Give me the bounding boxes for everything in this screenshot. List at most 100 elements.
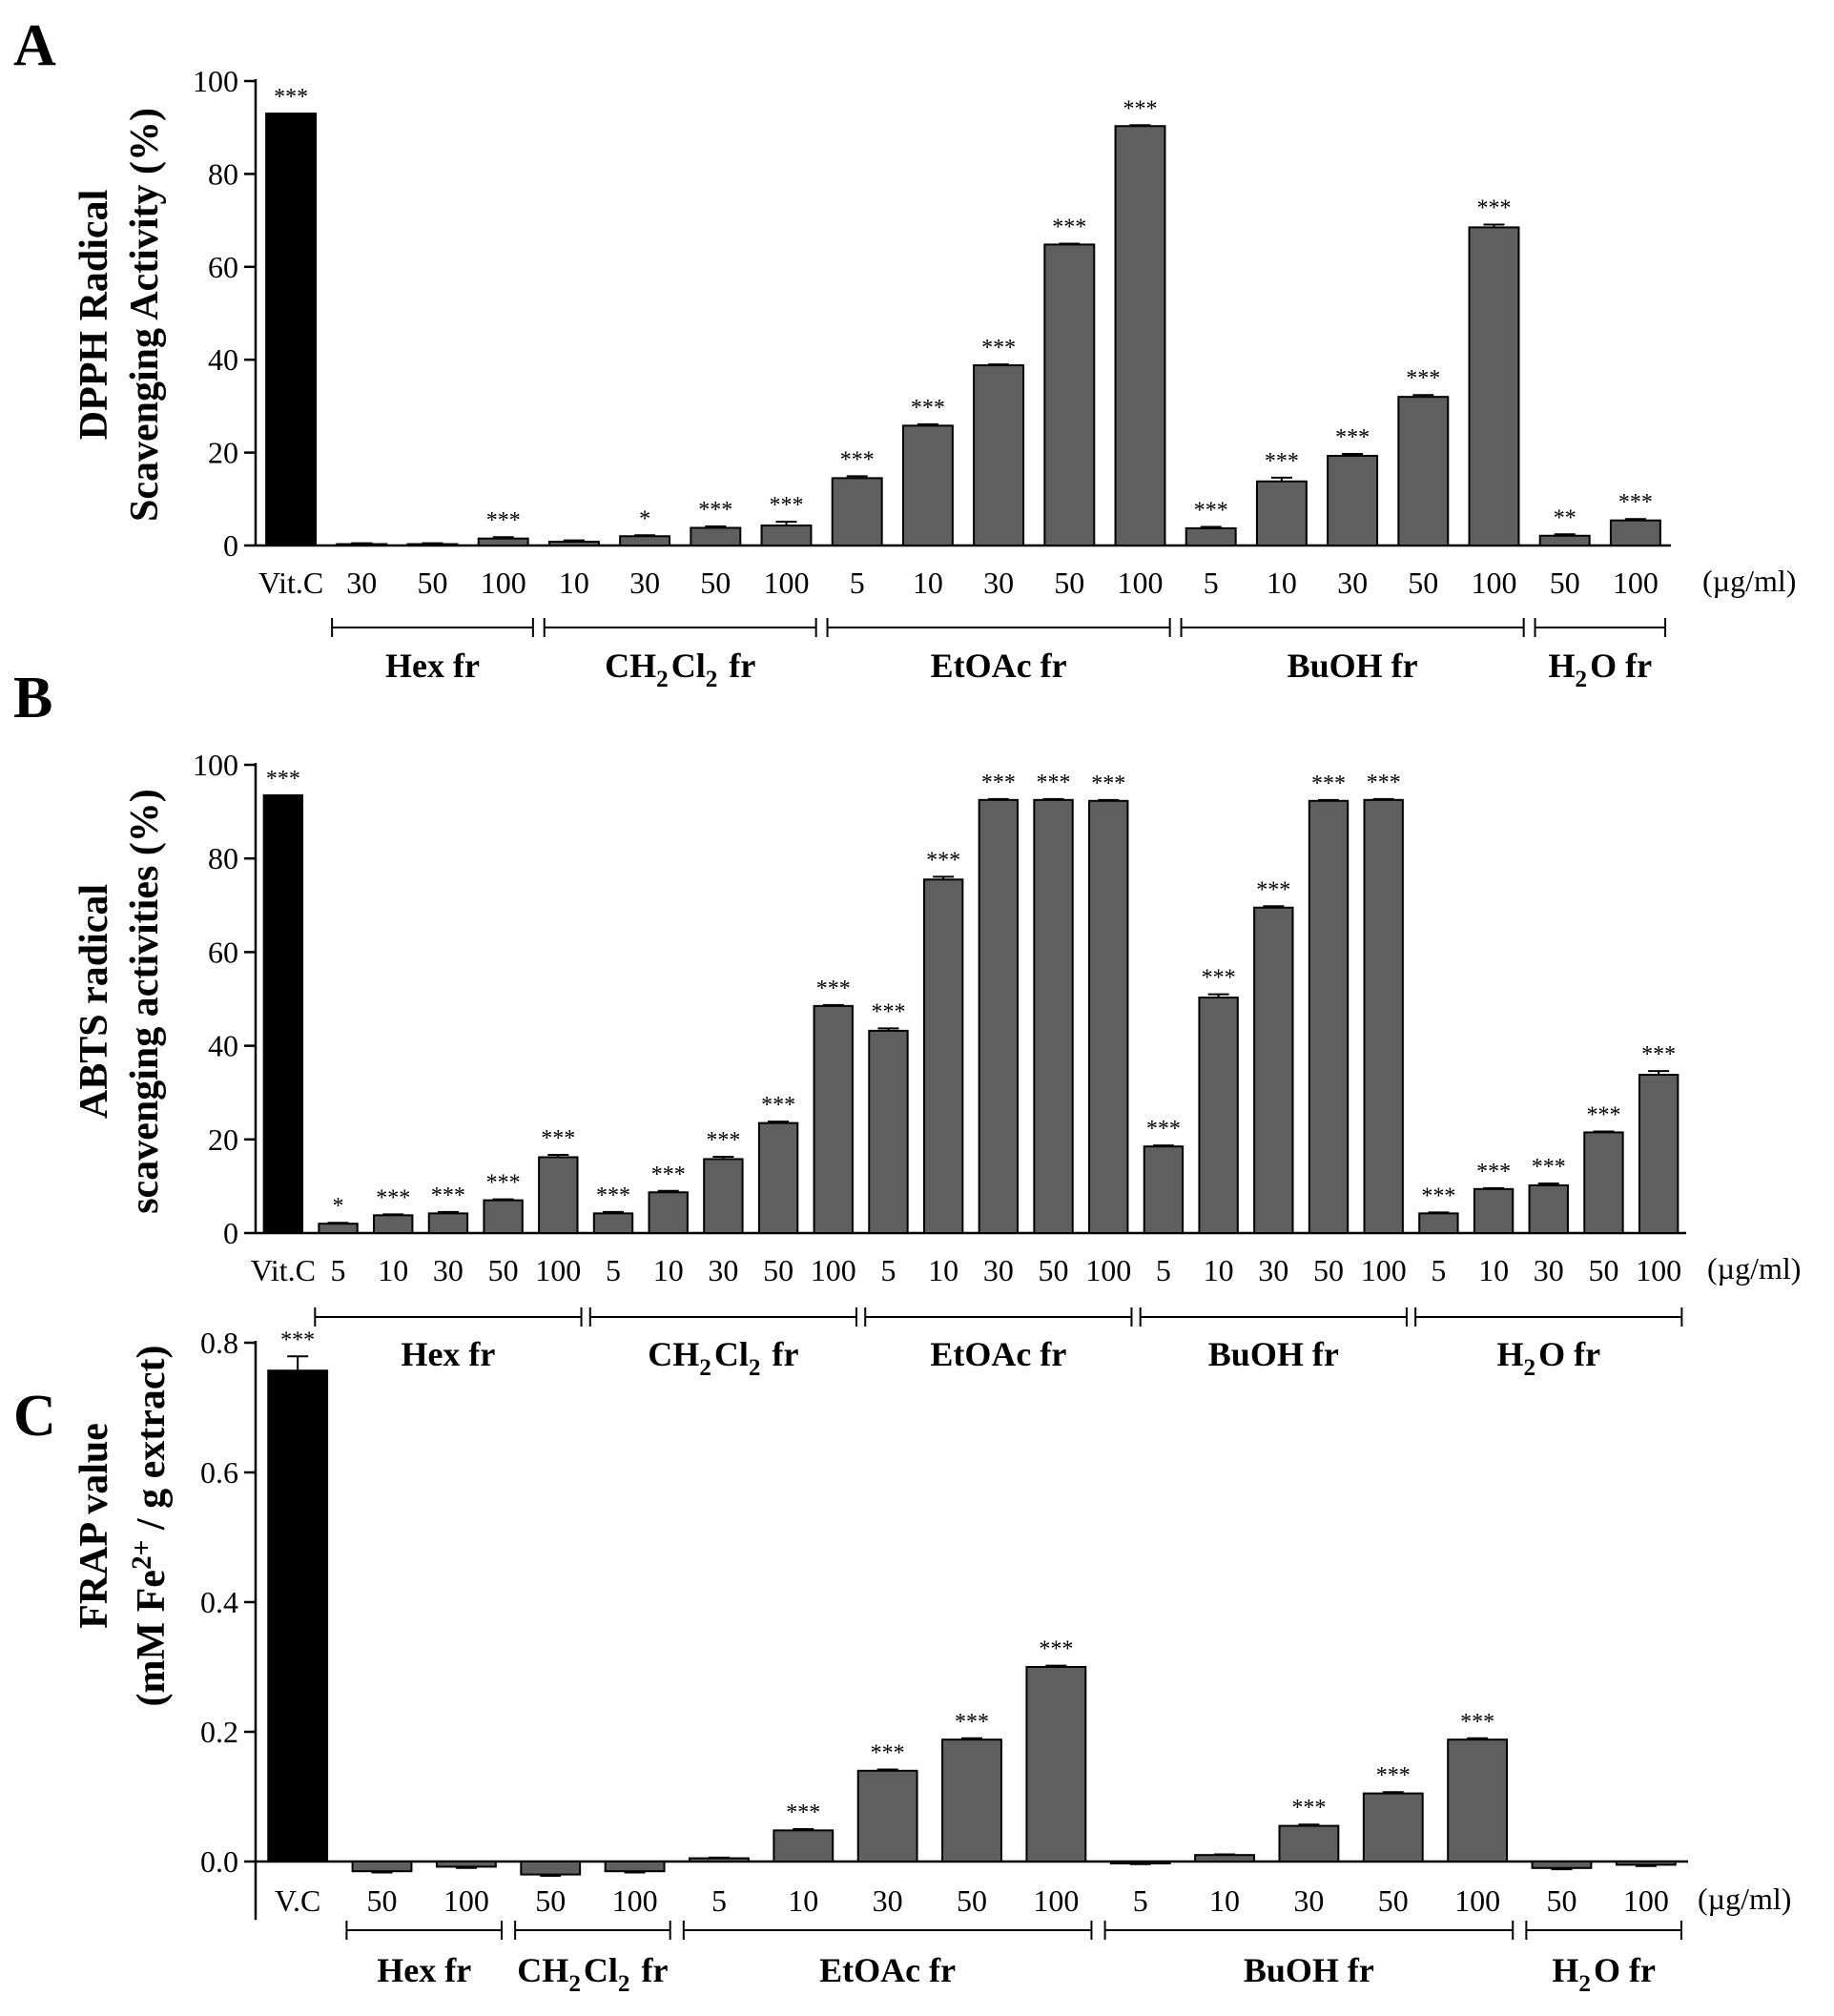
x-tick-label: 30 <box>1293 1883 1324 1918</box>
x-tick-label: 5 <box>331 1253 346 1287</box>
x-tick-label: 30 <box>1337 566 1368 600</box>
x-tick-label: 50 <box>1588 1253 1618 1287</box>
group-label: Hex fr <box>385 647 480 685</box>
significance-label: *** <box>1367 771 1401 795</box>
x-tick-label: 100 <box>612 1883 658 1918</box>
bar <box>1473 1187 1515 1234</box>
x-tick-label: 10 <box>928 1253 958 1287</box>
significance-label: *** <box>1335 425 1370 450</box>
bar <box>941 1738 1002 1863</box>
significance-label: *** <box>1146 1117 1181 1142</box>
bar <box>1362 1792 1424 1862</box>
significance-label: *** <box>486 1171 521 1196</box>
significance-label: *** <box>1194 499 1228 524</box>
x-tick-label: 50 <box>763 1253 793 1287</box>
y-axis-label: scavenging activities (%) <box>123 789 167 1214</box>
bar <box>973 364 1025 546</box>
y-tick-label: 0.6 <box>200 1455 238 1490</box>
bar <box>1198 997 1239 1234</box>
x-tick-label: 100 <box>535 1253 581 1287</box>
y-axis-label: Scavenging Activity (%) <box>123 108 167 522</box>
significance-label: *** <box>274 85 308 110</box>
significance-label: *** <box>1311 771 1346 796</box>
bar <box>773 1829 835 1862</box>
x-tick-label: 100 <box>1636 1253 1681 1287</box>
group-label: EtOAc fr <box>931 647 1067 685</box>
bar <box>1583 1131 1624 1235</box>
y-tick-label: 0 <box>223 1216 238 1250</box>
x-tick-label: 50 <box>367 1883 398 1918</box>
panel-label-a: A <box>13 13 56 78</box>
x-tick-label: 5 <box>1156 1253 1171 1287</box>
bar <box>427 1212 469 1235</box>
bar <box>922 878 964 1234</box>
x-tick-label: 5 <box>1431 1253 1446 1287</box>
x-tick-label: 50 <box>1378 1883 1409 1918</box>
significance-label: * <box>333 1194 344 1219</box>
significance-label: *** <box>486 508 521 533</box>
panel-label-b: B <box>13 666 52 730</box>
x-tick-label: 30 <box>433 1253 464 1287</box>
x-tick-label: Vit.C <box>251 1253 316 1287</box>
bar <box>547 541 600 547</box>
significance-label: *** <box>1476 1160 1511 1184</box>
bar <box>318 1223 359 1235</box>
significance-label: *** <box>1477 195 1512 220</box>
x-tick-label: 100 <box>764 566 810 600</box>
bar <box>901 424 954 547</box>
significance-label: *** <box>911 396 945 421</box>
bar <box>1418 1212 1459 1235</box>
x-tick-label: 10 <box>1267 566 1297 600</box>
group-label: BuOH fr <box>1288 647 1418 685</box>
y-tick-label: 40 <box>208 1029 238 1063</box>
y-tick-label: 60 <box>208 935 238 969</box>
y-tick-label: 20 <box>208 436 238 470</box>
bar <box>1615 1861 1677 1866</box>
y-tick-label: 100 <box>193 748 238 782</box>
significance-label: *** <box>840 447 875 472</box>
x-tick-label: 10 <box>378 1253 408 1287</box>
x-tick-label: 10 <box>1204 1253 1234 1287</box>
significance-label: *** <box>1586 1102 1620 1127</box>
x-tick-label: 10 <box>653 1253 684 1287</box>
x-tick-label: 50 <box>700 566 731 600</box>
significance-label: *** <box>1037 771 1071 795</box>
significance-label: *** <box>955 1710 989 1735</box>
x-tick-label: 5 <box>850 566 865 600</box>
bar <box>1194 1854 1255 1862</box>
significance-label: *** <box>770 493 804 518</box>
group-label: BuOH fr <box>1208 1335 1339 1373</box>
bar <box>1538 534 1591 547</box>
x-tick-label: 30 <box>346 566 377 600</box>
x-tick-label: 5 <box>606 1253 621 1287</box>
group-label: Hex fr <box>377 1951 471 1989</box>
bar <box>813 1004 854 1234</box>
x-tick-label: V.C <box>275 1883 320 1918</box>
bar <box>1278 1824 1340 1862</box>
y-axis-label: ABTS radical <box>72 884 116 1119</box>
y-tick-label: 0.8 <box>200 1326 238 1360</box>
x-tick-label: Vit.C <box>258 566 323 600</box>
bar <box>435 1861 497 1868</box>
bar <box>619 535 671 547</box>
x-tick-label: 50 <box>957 1883 987 1918</box>
significance-label: *** <box>541 1126 575 1151</box>
bar <box>1033 798 1074 1234</box>
significance-label: *** <box>1641 1042 1676 1067</box>
y-tick-label: 60 <box>208 250 238 284</box>
y-axis-label: FRAP value <box>72 1423 116 1629</box>
x-tick-label: 50 <box>1313 1253 1344 1287</box>
bar <box>1143 1145 1185 1235</box>
x-tick-label: 10 <box>559 566 589 600</box>
x-tick-label: 5 <box>1133 1883 1148 1918</box>
significance-label: *** <box>1376 1763 1411 1788</box>
x-tick-label: 50 <box>535 1883 566 1918</box>
x-tick-label: 50 <box>1039 1253 1069 1287</box>
significance-label: *** <box>596 1183 630 1208</box>
bar <box>648 1191 689 1234</box>
x-tick-label: 10 <box>788 1883 818 1918</box>
x-tick-label: 50 <box>1546 1883 1576 1918</box>
x-unit-label: (µg/ml) <box>1707 1251 1801 1286</box>
x-tick-label: 30 <box>1534 1253 1564 1287</box>
bar <box>604 1861 666 1873</box>
